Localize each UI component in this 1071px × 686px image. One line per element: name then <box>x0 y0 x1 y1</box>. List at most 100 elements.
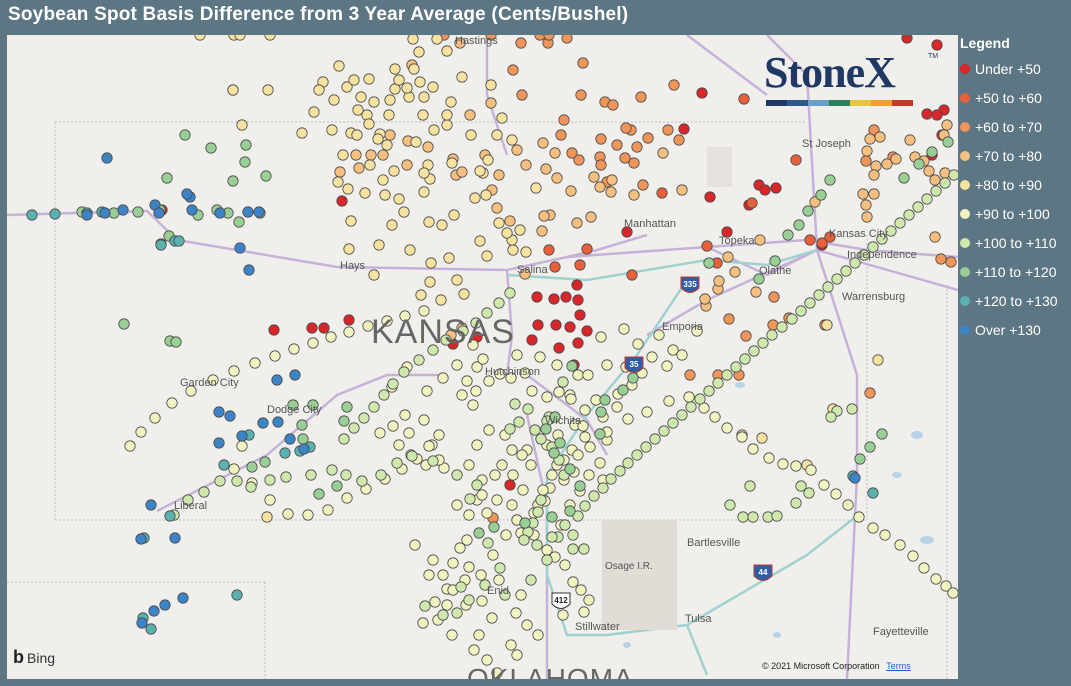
basis-point-marker[interactable] <box>531 291 543 303</box>
basis-point-marker[interactable] <box>214 207 226 219</box>
basis-point-marker[interactable] <box>548 293 560 305</box>
basis-point-marker[interactable] <box>423 440 435 452</box>
basis-point-marker[interactable] <box>790 497 802 509</box>
basis-point-marker[interactable] <box>757 337 769 349</box>
basis-point-marker[interactable] <box>328 94 340 106</box>
basis-point-marker[interactable] <box>437 569 449 581</box>
basis-point-marker[interactable] <box>476 489 488 501</box>
basis-point-marker[interactable] <box>427 554 439 566</box>
basis-point-marker[interactable] <box>413 46 425 58</box>
basis-point-marker[interactable] <box>456 71 468 83</box>
basis-point-marker[interactable] <box>118 318 130 330</box>
basis-point-marker[interactable] <box>703 385 715 397</box>
basis-point-marker[interactable] <box>471 361 483 373</box>
basis-point-marker[interactable] <box>227 175 239 187</box>
basis-point-marker[interactable] <box>368 401 380 413</box>
basis-point-marker[interactable] <box>423 569 435 581</box>
basis-point-marker[interactable] <box>595 406 607 418</box>
basis-point-marker[interactable] <box>876 428 888 440</box>
basis-point-marker[interactable] <box>446 629 458 641</box>
basis-point-marker[interactable] <box>519 268 531 280</box>
basis-point-marker[interactable] <box>296 127 308 139</box>
basis-point-marker[interactable] <box>391 457 403 469</box>
basis-point-marker[interactable] <box>584 441 596 453</box>
basis-point-marker[interactable] <box>259 456 271 468</box>
basis-point-marker[interactable] <box>455 581 467 593</box>
basis-point-marker[interactable] <box>352 104 364 116</box>
basis-point-marker[interactable] <box>499 589 511 601</box>
basis-point-marker[interactable] <box>929 174 941 186</box>
basis-point-marker[interactable] <box>935 253 947 265</box>
basis-point-marker[interactable] <box>359 187 371 199</box>
basis-point-marker[interactable] <box>361 109 373 121</box>
basis-point-marker[interactable] <box>234 242 246 254</box>
basis-point-marker[interactable] <box>790 154 802 166</box>
basis-point-marker[interactable] <box>594 457 606 469</box>
basis-point-marker[interactable] <box>249 357 261 369</box>
basis-point-marker[interactable] <box>161 172 173 184</box>
basis-point-marker[interactable] <box>849 257 861 269</box>
basis-point-marker[interactable] <box>302 509 314 521</box>
basis-point-marker[interactable] <box>572 449 584 461</box>
basis-point-marker[interactable] <box>551 172 563 184</box>
terms-link[interactable]: Terms <box>886 661 911 671</box>
basis-point-marker[interactable] <box>939 167 951 179</box>
basis-point-marker[interactable] <box>605 186 617 198</box>
basis-point-marker[interactable] <box>279 447 291 459</box>
basis-point-marker[interactable] <box>578 543 590 555</box>
basis-point-marker[interactable] <box>177 592 189 604</box>
basis-point-marker[interactable] <box>683 391 695 403</box>
basis-point-marker[interactable] <box>467 399 479 411</box>
basis-point-marker[interactable] <box>336 195 348 207</box>
basis-point-marker[interactable] <box>621 226 633 238</box>
basis-point-marker[interactable] <box>496 459 508 471</box>
basis-point-marker[interactable] <box>489 469 501 481</box>
basis-point-marker[interactable] <box>525 459 537 471</box>
basis-point-marker[interactable] <box>532 629 544 641</box>
basis-point-marker[interactable] <box>494 368 506 380</box>
basis-point-marker[interactable] <box>831 273 843 285</box>
basis-point-marker[interactable] <box>553 342 565 354</box>
basis-point-marker[interactable] <box>49 208 61 220</box>
basis-point-marker[interactable] <box>468 644 480 656</box>
basis-point-marker[interactable] <box>166 397 178 409</box>
basis-point-marker[interactable] <box>802 205 814 217</box>
basis-point-marker[interactable] <box>99 207 111 219</box>
basis-point-marker[interactable] <box>493 297 505 309</box>
basis-point-marker[interactable] <box>574 480 586 492</box>
basis-point-marker[interactable] <box>559 519 571 531</box>
basis-point-marker[interactable] <box>564 463 576 475</box>
basis-point-marker[interactable] <box>242 206 254 218</box>
basis-point-marker[interactable] <box>253 206 265 218</box>
basis-point-marker[interactable] <box>475 569 487 581</box>
basis-point-marker[interactable] <box>818 479 830 491</box>
basis-point-marker[interactable] <box>447 557 459 569</box>
basis-point-marker[interactable] <box>627 372 639 384</box>
basis-point-marker[interactable] <box>868 169 880 181</box>
basis-point-marker[interactable] <box>730 361 742 373</box>
basis-point-marker[interactable] <box>534 351 546 363</box>
basis-point-marker[interactable] <box>473 527 485 539</box>
basis-point-marker[interactable] <box>631 449 643 461</box>
basis-point-marker[interactable] <box>318 322 330 334</box>
basis-point-marker[interactable] <box>940 580 952 592</box>
basis-point-marker[interactable] <box>511 349 523 361</box>
basis-point-marker[interactable] <box>816 237 828 249</box>
basis-point-marker[interactable] <box>842 499 854 511</box>
basis-point-marker[interactable] <box>550 319 562 331</box>
basis-point-marker[interactable] <box>737 511 749 523</box>
basis-point-marker[interactable] <box>306 322 318 334</box>
basis-point-marker[interactable] <box>626 269 638 281</box>
basis-point-marker[interactable] <box>691 325 703 337</box>
basis-point-marker[interactable] <box>867 522 879 534</box>
basis-point-marker[interactable] <box>365 149 377 161</box>
basis-point-marker[interactable] <box>441 109 453 121</box>
basis-point-marker[interactable] <box>526 334 538 346</box>
basis-point-marker[interactable] <box>343 326 355 338</box>
basis-point-marker[interactable] <box>509 398 521 410</box>
basis-point-marker[interactable] <box>558 114 570 126</box>
basis-point-marker[interactable] <box>701 240 713 252</box>
basis-point-marker[interactable] <box>541 391 553 403</box>
basis-point-marker[interactable] <box>469 192 481 204</box>
basis-point-marker[interactable] <box>721 369 733 381</box>
